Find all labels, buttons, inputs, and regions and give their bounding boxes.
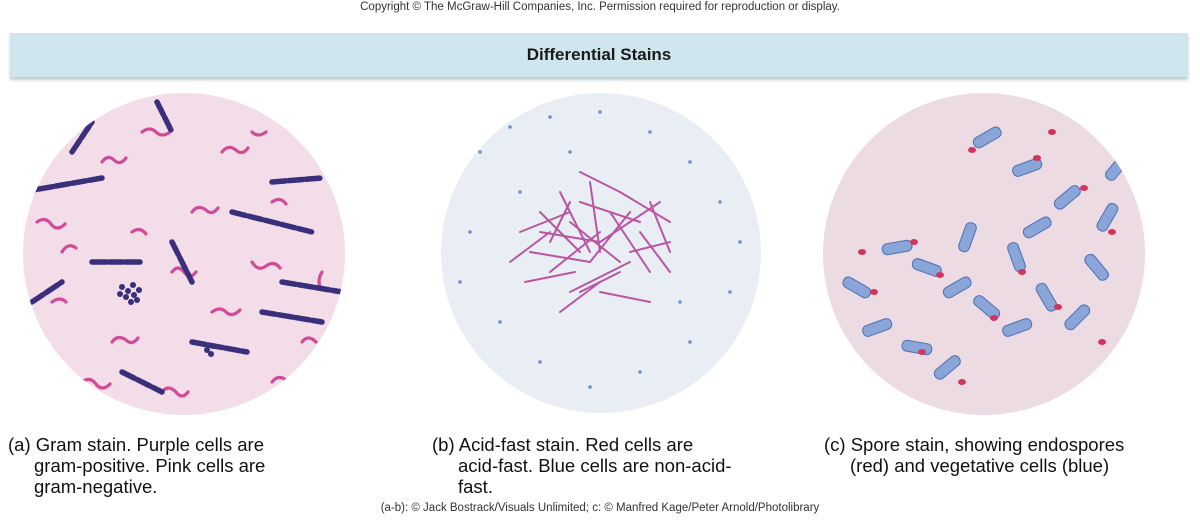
caption-line: (b) Acid-fast stain. Red cells are bbox=[432, 434, 694, 455]
photo-credit: (a-b): © Jack Bostrack/Visuals Unlimited… bbox=[380, 502, 820, 514]
gram-stain-micrograph bbox=[23, 93, 345, 415]
banner-title: Differential Stains bbox=[526, 45, 672, 64]
caption-line: (c) Spore stain, showing endospores bbox=[824, 434, 1125, 455]
title-banner: Differential Stains bbox=[10, 33, 1188, 77]
caption-gram-stain: (a) Gram stain. Purple cells are gram-po… bbox=[8, 434, 265, 497]
spore-stain-micrograph bbox=[823, 93, 1145, 415]
caption-acid-fast-stain: (b) Acid-fast stain. Red cells are acid-… bbox=[432, 434, 732, 497]
caption-line: gram-positive. Pink cells are bbox=[34, 455, 266, 476]
caption-line: (a) Gram stain. Purple cells are bbox=[8, 434, 265, 455]
caption-line: acid-fast. Blue cells are non-acid- bbox=[458, 455, 732, 476]
caption-line: (red) and vegetative cells (blue) bbox=[850, 455, 1110, 476]
copyright-notice: Copyright © The McGraw-Hill Companies, I… bbox=[360, 1, 840, 13]
caption-line: fast. bbox=[458, 476, 493, 497]
caption-spore-stain: (c) Spore stain, showing endospores (red… bbox=[824, 434, 1124, 476]
acid-fast-micrograph bbox=[441, 93, 761, 413]
caption-line: gram-negative. bbox=[34, 476, 158, 497]
